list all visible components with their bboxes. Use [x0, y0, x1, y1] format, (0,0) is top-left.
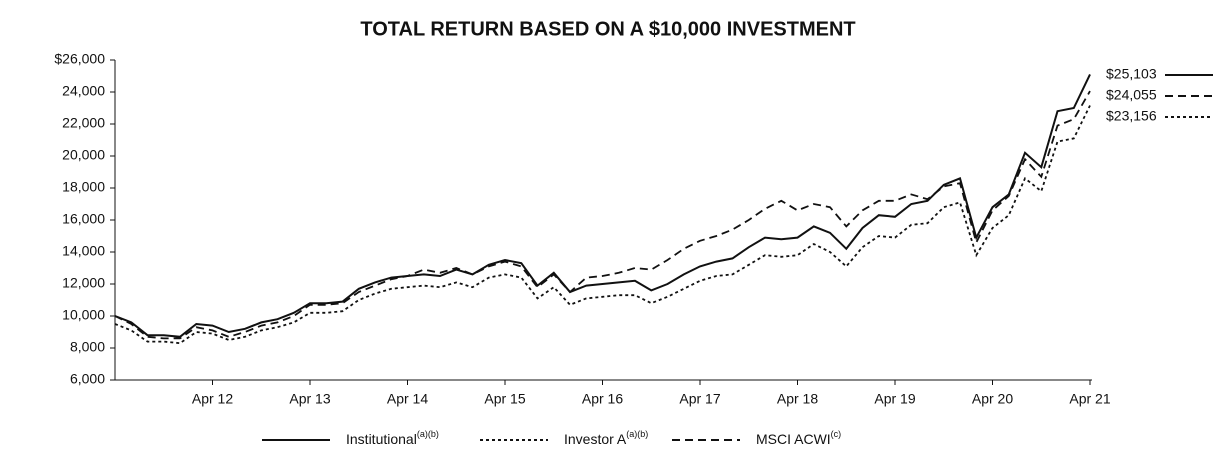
end-label: $25,103 [1106, 66, 1157, 82]
y-tick-label: 14,000 [62, 243, 105, 259]
y-tick-label: 24,000 [62, 83, 105, 99]
y-tick-label: 10,000 [62, 307, 105, 323]
x-tick-label: Apr 14 [387, 391, 428, 407]
x-tick-label: Apr 18 [777, 391, 818, 407]
x-tick-label: Apr 12 [192, 391, 233, 407]
legend-note: (a)(b) [626, 429, 648, 439]
x-tick-label: Apr 16 [582, 391, 623, 407]
x-tick-label: Apr 17 [679, 391, 720, 407]
y-tick-label: 8,000 [70, 339, 105, 355]
legend-label: MSCI ACWI(c) [756, 429, 841, 446]
y-tick-label: 16,000 [62, 211, 105, 227]
legend-label: Institutional(a)(b) [346, 429, 439, 446]
legend-name: Institutional [346, 431, 417, 447]
y-tick-label: 22,000 [62, 115, 105, 131]
series-line [114, 73, 1091, 338]
x-tick-label: Apr 15 [484, 391, 525, 407]
y-tick-label: 6,000 [70, 371, 105, 387]
y-tick-label: $26,000 [54, 51, 105, 67]
legend-name: Investor A [564, 431, 627, 447]
x-tick-label: Apr 20 [972, 391, 1013, 407]
x-tick-label: Apr 21 [1069, 391, 1110, 407]
legend-label: Investor A(a)(b) [564, 429, 648, 446]
legend-name: MSCI ACWI [756, 431, 831, 447]
end-label: $23,156 [1106, 108, 1157, 124]
y-tick-label: 12,000 [62, 275, 105, 291]
chart-title: TOTAL RETURN BASED ON A $10,000 INVESTME… [360, 18, 855, 40]
series-line [114, 90, 1091, 340]
legend-note: (c) [831, 429, 842, 439]
end-label: $24,055 [1106, 87, 1157, 103]
x-tick-label: Apr 19 [874, 391, 915, 407]
y-tick-label: 20,000 [62, 147, 105, 163]
legend-note: (a)(b) [417, 429, 439, 439]
series-line [114, 105, 1091, 345]
y-tick-label: 18,000 [62, 179, 105, 195]
x-tick-label: Apr 13 [289, 391, 330, 407]
